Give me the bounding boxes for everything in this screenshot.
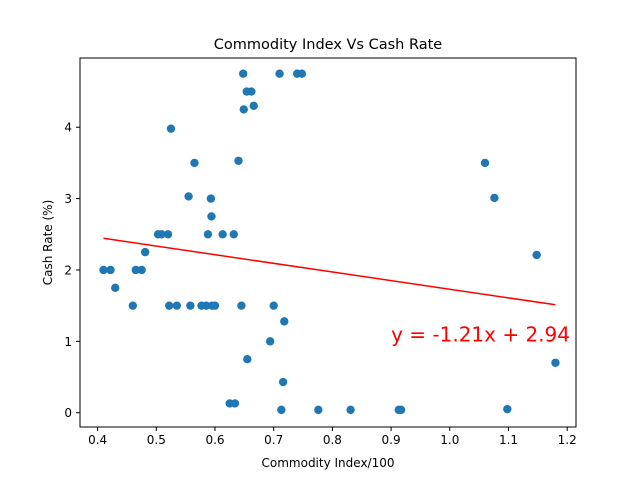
data-point <box>190 158 199 168</box>
data-point <box>243 354 252 364</box>
data-point <box>532 250 541 260</box>
x-tick-label: 0.7 <box>264 433 283 447</box>
data-point <box>207 212 216 221</box>
data-point <box>269 301 278 310</box>
data-point <box>238 69 248 78</box>
data-point <box>131 265 140 275</box>
data-points <box>99 69 560 415</box>
x-tick-label: 0.9 <box>382 433 401 447</box>
data-point <box>172 301 182 310</box>
data-point <box>503 404 512 414</box>
data-point <box>111 283 120 293</box>
x-tick-label: 0.8 <box>323 433 342 447</box>
data-point <box>203 230 213 239</box>
x-tick-label: 0.4 <box>88 433 107 447</box>
data-point <box>314 405 323 415</box>
y-tick-label: 2 <box>64 263 72 277</box>
data-point <box>275 69 284 78</box>
data-point <box>206 194 216 203</box>
y-tick-label: 4 <box>64 121 72 135</box>
data-point <box>210 301 220 310</box>
data-point <box>140 247 150 257</box>
data-point <box>278 377 288 387</box>
data-point <box>202 301 211 310</box>
x-axis-ticks: 0.4 0.5 0.6 0.7 0.8 0.9 1.0 1.1 1.2 <box>88 427 577 447</box>
x-tick-label: 1.2 <box>558 433 577 447</box>
y-axis-ticks: 0 1 2 3 4 <box>64 121 80 420</box>
x-tick-label: 0.5 <box>147 433 166 447</box>
data-point <box>229 230 238 239</box>
data-point <box>99 265 108 275</box>
data-point <box>234 156 243 165</box>
x-tick-label: 1.0 <box>440 433 459 447</box>
y-tick-label: 0 <box>64 406 72 420</box>
data-point <box>165 301 174 310</box>
x-tick-label: 0.6 <box>205 433 224 447</box>
y-tick-label: 3 <box>64 192 72 206</box>
x-axis-label: Commodity Index/100 <box>262 456 395 470</box>
data-point <box>128 301 138 310</box>
data-point <box>551 358 560 367</box>
data-point <box>249 101 258 111</box>
y-axis-label: Cash Rate (%) <box>41 200 55 286</box>
chart-title: Commodity Index Vs Cash Rate <box>214 37 443 53</box>
data-point <box>490 193 499 203</box>
data-point <box>265 337 275 346</box>
x-tick-label: 1.1 <box>499 433 518 447</box>
data-point <box>239 105 248 114</box>
data-point <box>106 265 115 275</box>
data-point <box>163 230 173 239</box>
plot-area-frame <box>79 57 577 428</box>
data-point <box>137 265 146 275</box>
data-point <box>297 69 307 78</box>
data-point <box>396 405 406 415</box>
y-tick-label: 1 <box>64 335 72 349</box>
data-point <box>237 301 246 310</box>
data-point <box>218 230 227 239</box>
data-point <box>247 87 256 96</box>
regression-line <box>103 237 556 306</box>
data-point <box>480 158 490 168</box>
data-point <box>166 124 176 133</box>
regression-equation-label: y = -1.21x + 2.94 <box>391 322 570 346</box>
data-point <box>184 192 193 201</box>
data-point <box>186 301 195 310</box>
data-point <box>280 317 289 326</box>
data-point <box>346 405 355 415</box>
data-point <box>230 399 240 408</box>
data-point <box>157 230 166 239</box>
data-point <box>277 405 286 415</box>
